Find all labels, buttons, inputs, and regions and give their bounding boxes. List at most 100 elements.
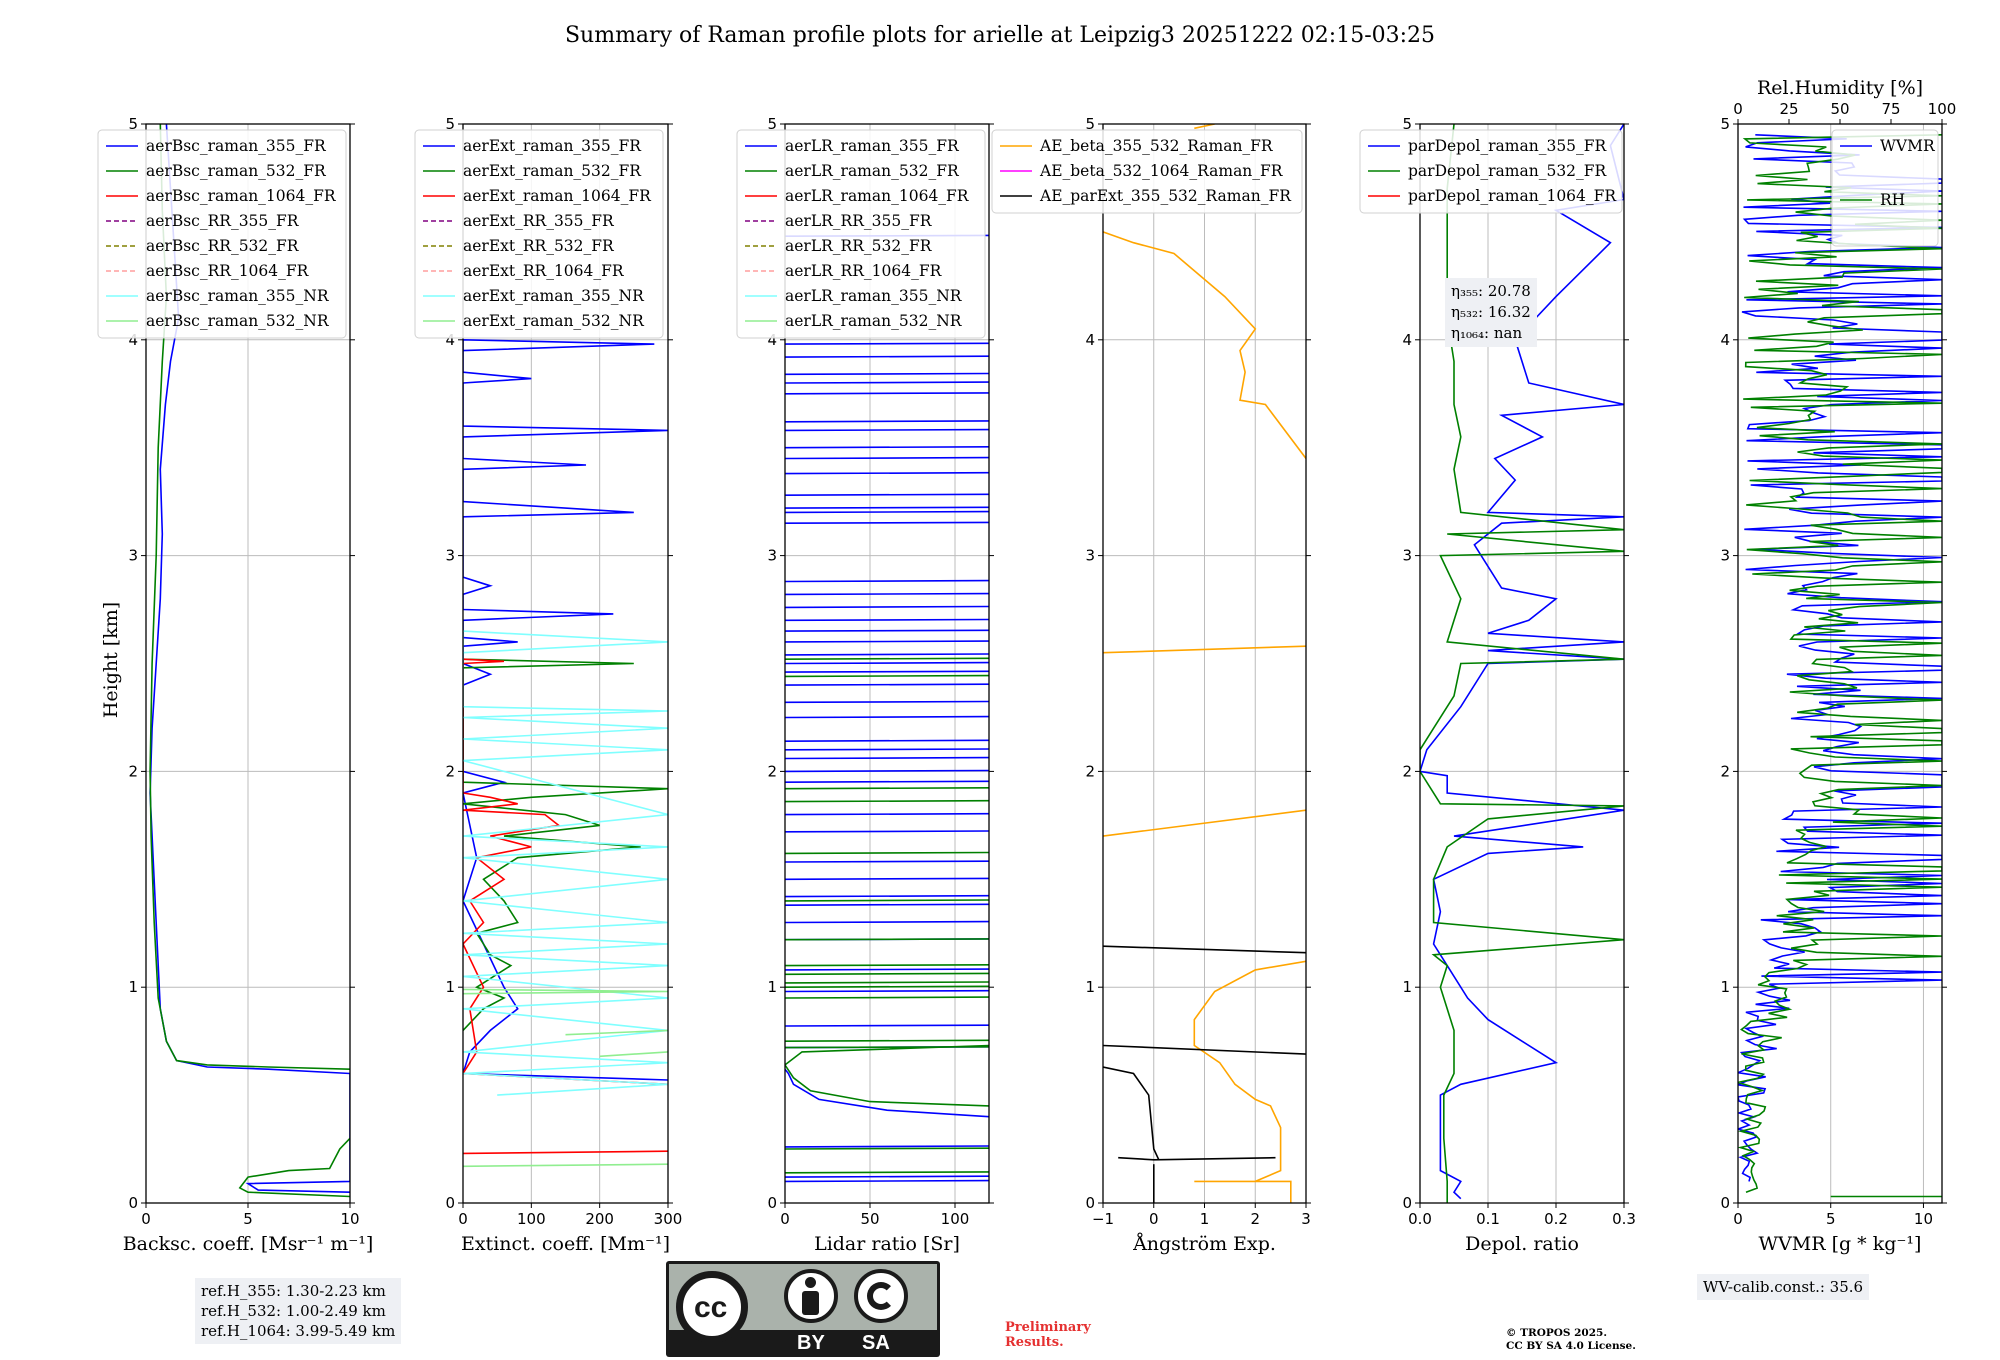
series-line-or — [1193, 960, 1306, 1183]
series-group — [1738, 134, 1942, 1198]
legend-label: aerExt_raman_532_NR — [463, 312, 645, 330]
x-tick-label: 100 — [517, 1210, 546, 1228]
legend-label: RH — [1880, 191, 1905, 209]
eta-355: η₃₅₅: 20.78 — [1451, 282, 1531, 300]
cc-logo-text: cc — [694, 1291, 728, 1324]
y-tick-label: 1 — [1402, 978, 1412, 996]
legend-label: aerBsc_raman_532_NR — [146, 312, 330, 330]
series-line-cy — [463, 630, 668, 1096]
series-line-g — [1420, 124, 1624, 1203]
share-alike-icon — [854, 1269, 908, 1323]
y-tick-label: 4 — [445, 331, 455, 349]
y-tick-label: 5 — [1085, 115, 1095, 133]
ref-h-355: ref.H_355: 1.30-2.23 km — [201, 1282, 386, 1300]
x-tick-label: 100 — [941, 1210, 970, 1228]
legend-label: aerBsc_raman_1064_FR — [146, 187, 337, 205]
legend-box — [1831, 129, 1939, 247]
preliminary-line-2: Results. — [1005, 1335, 1064, 1350]
y-axis-label: Height [km] — [100, 602, 122, 718]
y-tick-label: 0 — [1085, 1194, 1095, 1212]
x-tick-label: 0 — [141, 1210, 151, 1228]
y-tick-label: 5 — [1402, 115, 1412, 133]
x-axis-label: Backsc. coeff. [Msr⁻¹ m⁻¹] — [123, 1233, 374, 1255]
ref-h-1064: ref.H_1064: 3.99-5.49 km — [201, 1322, 396, 1340]
y-tick-label: 3 — [1720, 547, 1730, 565]
plot-frame — [784, 123, 990, 1204]
series-line-b — [785, 234, 989, 1183]
y-tick-label: 0 — [445, 1194, 455, 1212]
legend-label: aerLR_raman_532_FR — [785, 162, 960, 180]
cc-by-label: BY — [797, 1332, 825, 1354]
y-tick-label: 4 — [1402, 331, 1412, 349]
y-tick-label: 3 — [1402, 547, 1412, 565]
legend-ext: aerExt_raman_355_FR aerExt_raman_532_FRae… — [414, 129, 664, 339]
x-tick-label: 10 — [340, 1210, 359, 1228]
x-tick-label: 0 — [458, 1210, 468, 1228]
eta-1064: η₁₀₆₄: nan — [1451, 324, 1523, 342]
legend-label: WVMR — [1880, 137, 1936, 155]
y-tick-label: 1 — [445, 978, 455, 996]
series-line-lg — [599, 1051, 668, 1058]
series-line-k — [1103, 945, 1306, 954]
y-tick-label: 4 — [1085, 331, 1095, 349]
panel-lr: 0 50 100 0 1 2 3 4 5 Lidar ratio [Sr] aerLR_raman_… — [736, 115, 994, 1255]
plot-frame — [1419, 123, 1625, 1204]
top-x-tick-label: 100 — [1928, 100, 1957, 118]
x-axis-label: Ångström Exp. — [1132, 1233, 1276, 1255]
reference-height-box: ref.H_355: 1.30-2.23 km ref.H_532: 1.00-… — [195, 1278, 402, 1344]
y-tick-label: 3 — [1085, 547, 1095, 565]
series-group — [463, 338, 668, 1168]
legend-box — [414, 129, 664, 339]
legend-bsc: aerBsc_raman_355_FR aerBsc_raman_532_FRae… — [97, 129, 347, 339]
legend-label: aerLR_RR_1064_FR — [785, 262, 943, 280]
y-tick-label: 0 — [1720, 1194, 1730, 1212]
panel-dep: 0.0 0.1 0.2 0.3 0 1 2 3 4 5 Depol. ratio parDepol_r… — [1359, 115, 1636, 1255]
series-line-lg — [565, 1029, 668, 1036]
y-tick-label: 0 — [128, 1194, 138, 1212]
legend-label: aerLR_raman_355_FR — [785, 137, 960, 155]
y-tick-label: 4 — [128, 331, 138, 349]
legend-lr: aerLR_raman_355_FR aerLR_raman_532_FR aerL… — [736, 129, 986, 339]
series-line-r — [463, 1150, 668, 1155]
y-tick-label: 4 — [1720, 331, 1730, 349]
legend-ae: AE_beta_355_532_Raman_FR AE_beta_532_1064… — [991, 129, 1303, 214]
legend-label: aerLR_RR_355_FR — [785, 212, 933, 230]
top-x-tick-label: 0 — [1733, 100, 1743, 118]
series-line-or — [1194, 1180, 1292, 1203]
top-x-tick-label: 25 — [1779, 100, 1798, 118]
eta-532: η₅₃₂: 16.32 — [1451, 303, 1531, 321]
y-tick-label: 2 — [1085, 762, 1095, 780]
x-tick-label: 300 — [654, 1210, 683, 1228]
y-tick-label: 3 — [128, 547, 138, 565]
legend-label: aerLR_raman_1064_FR — [785, 187, 970, 205]
series-line-r — [463, 658, 668, 1086]
x-tick-label: 1 — [1200, 1210, 1210, 1228]
x-tick-label: 0.3 — [1612, 1210, 1636, 1228]
legend-label: aerExt_raman_355_NR — [463, 287, 645, 305]
preliminary-line-1: Preliminary — [1005, 1320, 1091, 1335]
cc-sa-label: SA — [862, 1332, 890, 1354]
series-group — [1420, 124, 1624, 1203]
x-tick-label: 5 — [1826, 1210, 1836, 1228]
y-tick-label: 3 — [767, 547, 777, 565]
legend-label: aerBsc_RR_532_FR — [146, 237, 300, 255]
x-tick-label: 0.2 — [1544, 1210, 1568, 1228]
legend-label: aerExt_raman_355_FR — [463, 137, 642, 155]
series-line-or — [1103, 231, 1306, 459]
series-line-g — [238, 1137, 350, 1198]
y-tick-label: 0 — [1402, 1194, 1412, 1212]
x-axis-label: Lidar ratio [Sr] — [814, 1233, 960, 1255]
y-tick-label: 2 — [128, 762, 138, 780]
series-line-lg — [463, 988, 668, 995]
x-tick-label: 0 — [1733, 1210, 1743, 1228]
series-line-or — [1103, 809, 1306, 837]
x-tick-label: 0.0 — [1408, 1210, 1432, 1228]
y-tick-label: 1 — [128, 978, 138, 996]
x-tick-label: 200 — [585, 1210, 614, 1228]
x-tick-label: −1 — [1092, 1210, 1114, 1228]
series-line-or — [1103, 645, 1306, 654]
legend-label: AE_parExt_355_532_Raman_FR — [1039, 187, 1292, 205]
wv-calibration-box: WV-calib.const.: 35.6 — [1697, 1274, 1870, 1300]
